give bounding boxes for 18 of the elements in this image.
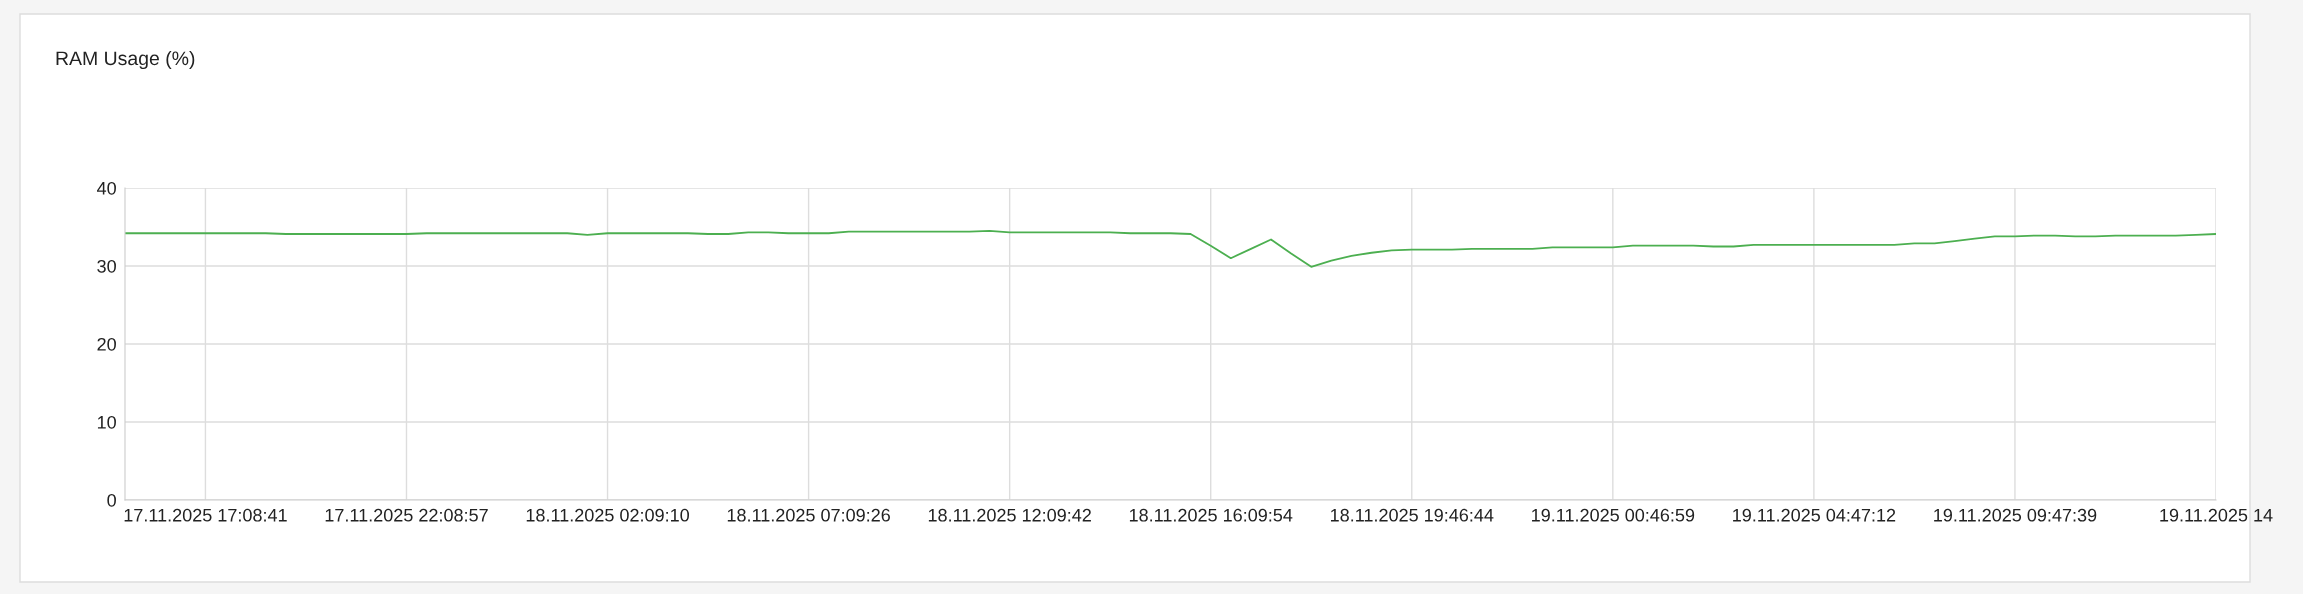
x-tick-label: 18.11.2025 12:09:42 <box>928 508 1091 522</box>
x-tick-label: 19.11.2025 00:46:59 <box>1532 508 1695 522</box>
y-tick-label: 0 <box>107 493 116 507</box>
x-tick-label: 19.11.2025 09:47:39 <box>1934 508 2097 522</box>
y-tick-label: 20 <box>97 337 116 351</box>
x-tick-label: 19.11.2025 14 <box>2160 508 2273 522</box>
line-series <box>125 229 2216 268</box>
x-tick-label: 18.11.2025 07:09:26 <box>727 508 890 522</box>
x-tick-label: 18.11.2025 19:46:44 <box>1330 508 1494 522</box>
x-tick-label: 18.11.2025 16:09:54 <box>1129 508 1293 522</box>
y-tick-label: 40 <box>97 181 116 195</box>
x-tick-label: 18.11.2025 02:09:10 <box>526 508 690 522</box>
y-tick-label: 30 <box>97 259 116 273</box>
y-tick-label: 10 <box>97 415 116 429</box>
chart-title: RAM Usage (%) <box>56 50 195 70</box>
x-tick-label: 19.11.2025 04:47:12 <box>1733 508 1896 522</box>
x-tick-label: 17.11.2025 22:08:57 <box>325 508 488 522</box>
x-tick-label: 17.11.2025 17:08:41 <box>124 508 287 522</box>
